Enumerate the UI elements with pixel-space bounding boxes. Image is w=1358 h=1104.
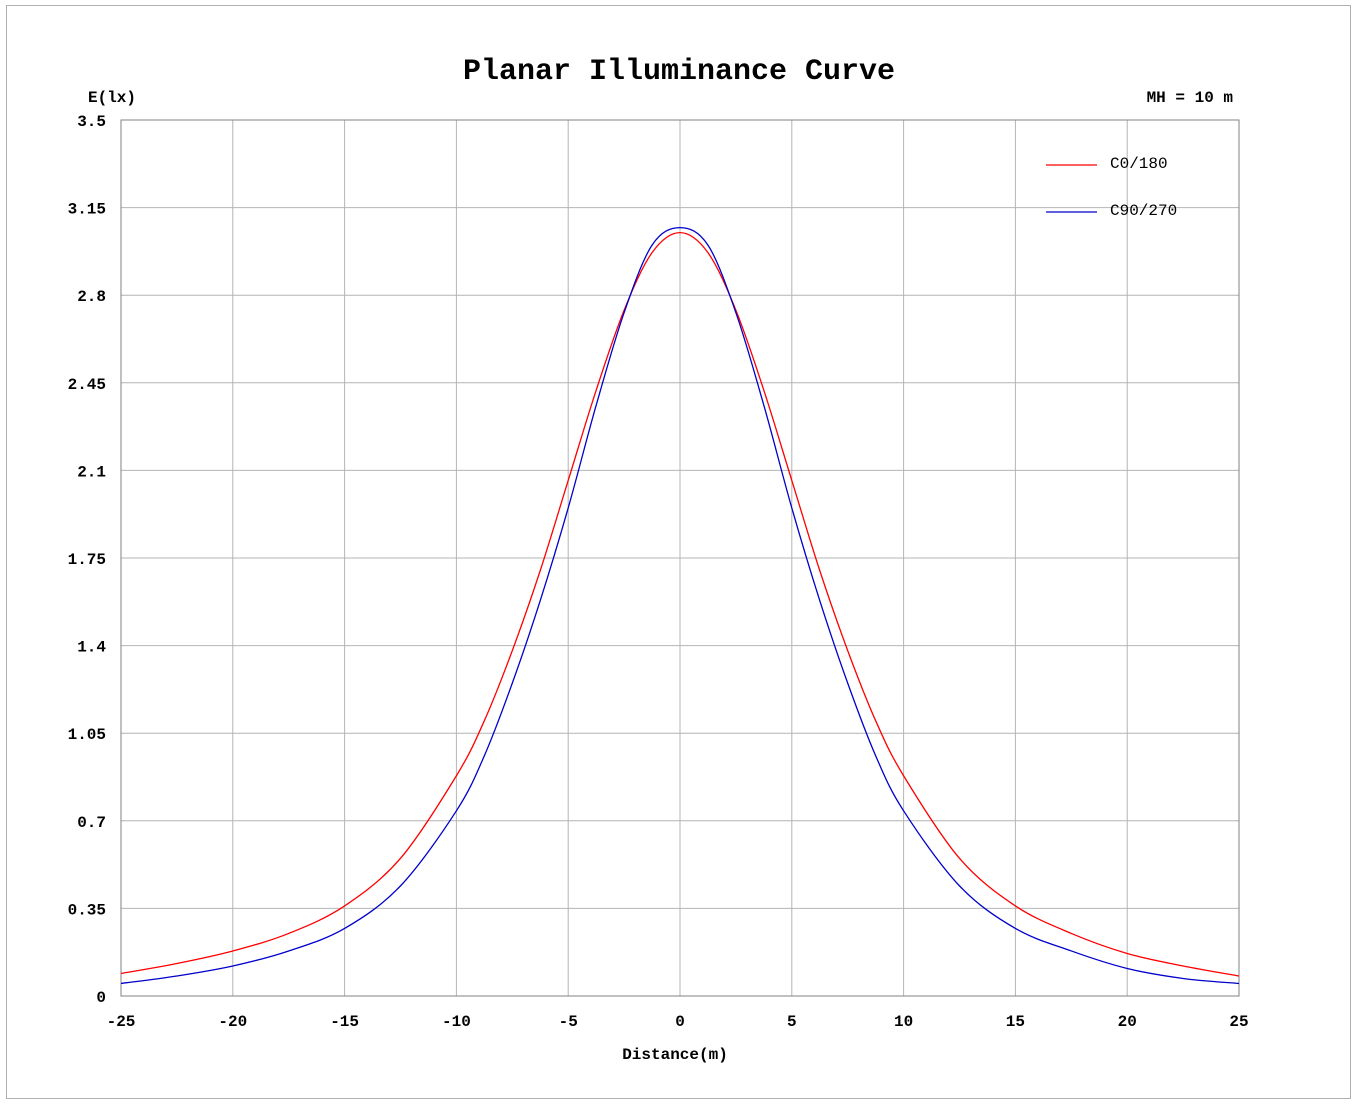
x-tick-label: 15: [1006, 1013, 1025, 1031]
legend-entry: C90/270: [1110, 202, 1177, 220]
x-tick-label: -20: [218, 1013, 247, 1031]
plot-area-border: [120, 119, 1240, 997]
x-tick-label: 20: [1118, 1013, 1137, 1031]
legend: C0/180 C90/270: [1046, 155, 1177, 220]
legend-entry: C0/180: [1110, 155, 1168, 173]
y-tick-label: 0.35: [68, 901, 106, 919]
mounting-height-label: MH = 10 m: [1147, 89, 1234, 107]
y-tick-label: 2.8: [77, 288, 106, 306]
series-line-c0-180: [120, 231, 1240, 977]
x-tick-labels: -25 -20 -15 -10 -5 0 5 10 15 20 25: [107, 1013, 1249, 1031]
x-tick-label: 5: [787, 1013, 797, 1031]
y-tick-label: 1.05: [68, 726, 106, 744]
y-tick-label: 1.4: [77, 639, 106, 657]
x-axis-label: Distance(m): [622, 1046, 728, 1064]
series-line-c90-270: [120, 226, 1240, 985]
x-tick-label: -10: [442, 1013, 471, 1031]
y-tick-label: 0: [96, 989, 106, 1007]
y-tick-label: 2.45: [68, 376, 106, 394]
y-tick-labels: 0 0.35 0.7 1.05 1.4 1.75 2.1 2.45 2.8 3.15 3.5: [68, 113, 107, 1007]
series-lines: [120, 226, 1240, 985]
y-tick-label: 3.15: [68, 201, 106, 219]
x-tick-label: 25: [1229, 1013, 1248, 1031]
y-tick-label: 2.1: [77, 463, 106, 481]
y-tick-label: 0.7: [77, 814, 106, 832]
x-tick-label: -5: [559, 1013, 578, 1031]
x-tick-label: -25: [107, 1013, 136, 1031]
y-tick-label: 1.75: [68, 551, 106, 569]
chart-title: Planar Illuminance Curve: [463, 55, 895, 89]
x-tick-label: 0: [675, 1013, 685, 1031]
y-axis-label: E(lx): [88, 89, 136, 107]
y-tick-label: 3.5: [77, 113, 106, 131]
x-tick-label: 10: [894, 1013, 913, 1031]
grid: [120, 119, 1240, 997]
x-tick-label: -15: [330, 1013, 359, 1031]
